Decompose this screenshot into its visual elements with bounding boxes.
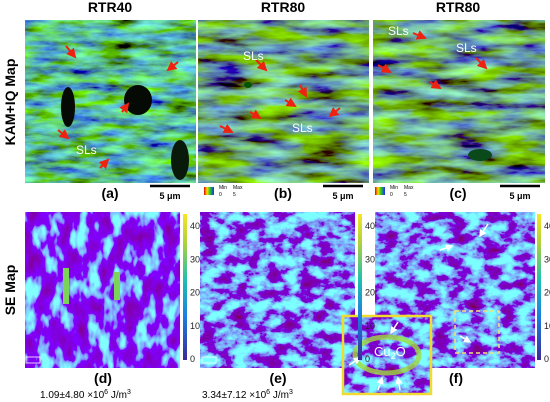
legend-text: 0	[390, 192, 393, 198]
colorbar-tick: 10	[544, 321, 550, 331]
colorbar	[183, 214, 187, 360]
colorbar	[537, 214, 541, 360]
colorbar-tick: 40	[365, 221, 375, 231]
colorbar-tick: 0	[365, 354, 370, 364]
row-label: KAM+IQ Map	[2, 59, 18, 146]
panel-label: (d)	[94, 370, 112, 386]
kam-image	[373, 20, 545, 183]
panel-label: (a)	[101, 185, 118, 201]
legend-text: Min	[219, 185, 227, 191]
colorbar-tick: 0	[544, 354, 549, 364]
colorbar-tick: 30	[544, 254, 550, 264]
colorbar-tick: 0	[190, 354, 195, 364]
inset-label: Cu2O	[374, 344, 406, 361]
measurement: 3.34±7.12 ×106 J/m3	[202, 389, 293, 401]
panel-label: (f)	[449, 370, 463, 386]
hotspots	[63, 268, 120, 304]
colorbar-tick: 20	[190, 288, 200, 298]
kam-image	[25, 20, 196, 183]
legend-text: Min	[390, 185, 398, 191]
annotation: SLs	[243, 49, 264, 63]
column-header: RTR80	[261, 0, 306, 15]
legend-text: 0	[219, 192, 222, 198]
colorbars: 0 10 20 30 40 0 10 20 30 40 0 10 20 30 40	[183, 214, 550, 364]
colorbar-tick: 40	[544, 221, 550, 231]
column-header: RTR80	[436, 0, 481, 15]
annotation: SLs	[292, 121, 313, 135]
scale-label: 5 μm	[332, 191, 353, 201]
zoom-box	[454, 310, 500, 354]
kam-image	[198, 20, 369, 183]
colorbar-tick: 30	[190, 254, 200, 264]
panel-label: (e)	[269, 370, 286, 386]
scale-mark	[201, 356, 217, 364]
measurement: 1.09±4.80 ×106 J/m3	[40, 389, 131, 401]
colorbar-tick: 10	[365, 321, 375, 331]
arrows	[439, 223, 489, 343]
legend-text: 5	[233, 192, 236, 198]
legend-text: Max	[233, 185, 243, 191]
panel-label: (c)	[449, 185, 466, 201]
scale-label: 5 μm	[509, 191, 530, 201]
annotation: SLs	[456, 41, 477, 55]
column-header: RTR40	[88, 0, 133, 15]
se-image	[200, 212, 355, 368]
colorbar-tick: 20	[365, 288, 375, 298]
colorbar-tick: 40	[190, 221, 200, 231]
inset: Cu2O	[341, 314, 433, 396]
mini-legend: Min 0 Max 5 Min 0 Max 5	[204, 185, 414, 198]
panel-label: (b)	[274, 185, 292, 201]
row-label: SE Map	[2, 265, 18, 316]
se-image	[25, 212, 180, 368]
annotation: SLs	[76, 143, 97, 157]
colorbar	[358, 214, 362, 360]
annotation: SLs	[388, 24, 409, 38]
scale-mark	[25, 356, 41, 364]
legend-text: 5	[404, 192, 407, 198]
legend-text: Max	[404, 185, 414, 191]
colorbar-tick: 30	[365, 254, 375, 264]
colorbar-tick: 10	[190, 321, 200, 331]
arrows	[57, 30, 488, 170]
scale-label: 5 μm	[159, 191, 180, 201]
colorbar-tick: 20	[544, 288, 550, 298]
